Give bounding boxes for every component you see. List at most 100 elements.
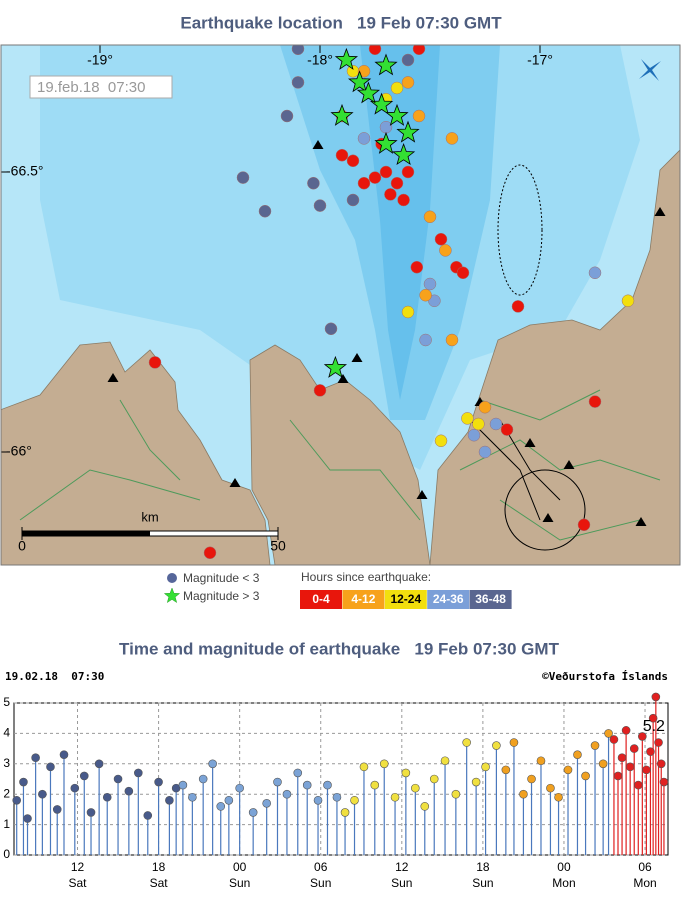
quake: [410, 260, 424, 274]
quake: [478, 445, 492, 459]
quake: [419, 333, 432, 347]
quake: [439, 244, 452, 257]
point: [563, 765, 573, 775]
quakes: [148, 45, 635, 560]
point: [501, 765, 511, 775]
quake: [236, 171, 250, 184]
point: [429, 774, 439, 784]
quake: [461, 412, 474, 425]
y-tick-label: 1: [3, 817, 10, 831]
large-quake: [385, 103, 409, 126]
point: [590, 741, 600, 750]
point: [124, 786, 134, 796]
lon-label: -18°: [307, 52, 333, 68]
lat-label: -66.5°: [6, 163, 44, 179]
x-tick-label: 06: [314, 860, 328, 874]
point: [527, 774, 536, 784]
land: [249, 344, 431, 565]
point: [519, 789, 528, 799]
quake: [511, 300, 525, 313]
point: [581, 771, 590, 781]
point: [86, 808, 96, 817]
point: [332, 792, 342, 802]
point: [411, 783, 420, 793]
chart-timestamp: 19.02.18 07:30: [5, 670, 104, 683]
quake: [401, 305, 415, 319]
point: [598, 759, 608, 769]
point: [302, 780, 312, 790]
point: [604, 729, 613, 738]
point: [613, 771, 623, 781]
legend-label: Magnitude > 3: [183, 589, 260, 603]
point: [224, 795, 234, 805]
point: [248, 808, 258, 817]
legend-swatch: [469, 590, 512, 609]
scale-label: 0: [18, 538, 26, 554]
legend-bin-label: 4-12: [351, 592, 375, 606]
large-quake: [391, 143, 416, 166]
quake: [428, 294, 441, 308]
scale-bar: km 0 50: [18, 509, 286, 553]
x-tick-day: Sun: [310, 876, 331, 890]
quake: [280, 109, 294, 123]
quake: [346, 64, 360, 78]
point: [546, 783, 555, 793]
plot-area: [13, 702, 669, 856]
point: [370, 780, 380, 790]
point: [143, 811, 153, 820]
quake: [203, 546, 217, 560]
large-quake: [374, 53, 398, 76]
legend-bin-label: 0-4: [312, 592, 330, 606]
quake: [445, 132, 459, 145]
point: [633, 780, 643, 790]
quake: [500, 423, 514, 436]
point: [648, 713, 658, 723]
point: [262, 799, 271, 808]
quake: [434, 434, 448, 448]
point: [481, 762, 490, 772]
quake: [467, 428, 481, 442]
timestamp-box: [29, 75, 173, 99]
point: [554, 792, 563, 802]
x-tick-day: Sun: [472, 876, 493, 890]
point: [113, 774, 123, 784]
point: [59, 750, 69, 759]
y-tick-label: 3: [3, 756, 10, 770]
map-timestamp: 19.feb.18 07:30: [37, 79, 145, 96]
point: [165, 795, 174, 805]
chart-title: Time and magnitude of earthquake 19 Feb …: [119, 639, 560, 658]
point: [420, 802, 430, 811]
point: [52, 805, 62, 814]
point: [401, 768, 411, 778]
quake: [379, 165, 393, 179]
chart: 01234512Sat18Sat00Sun06Sun12Sun18Sun00Mo…: [3, 692, 669, 890]
compass: [639, 59, 661, 81]
point: [390, 792, 400, 802]
point: [656, 759, 666, 769]
point: [629, 744, 639, 753]
quake: [401, 165, 415, 179]
quake: [478, 400, 492, 414]
quake: [489, 417, 503, 431]
legend-swatch: [342, 590, 385, 609]
quake: [412, 45, 426, 56]
point: [536, 756, 546, 766]
quake: [324, 322, 338, 336]
x-tick-day: Sun: [391, 876, 412, 890]
quake: [577, 518, 591, 532]
x-tick-day: Mon: [552, 876, 575, 890]
large-quake: [347, 70, 372, 93]
quake: [434, 232, 448, 246]
x-tick-day: Sat: [150, 876, 169, 890]
quake: [401, 76, 415, 89]
quake: [412, 109, 426, 123]
quake: [379, 120, 393, 134]
legend-swatch: [384, 590, 427, 609]
x-tick-label: 18: [152, 860, 166, 874]
point: [440, 756, 450, 766]
point: [621, 726, 631, 735]
point: [340, 808, 350, 817]
point: [46, 762, 55, 772]
quake: [588, 395, 602, 408]
point: [573, 750, 582, 759]
